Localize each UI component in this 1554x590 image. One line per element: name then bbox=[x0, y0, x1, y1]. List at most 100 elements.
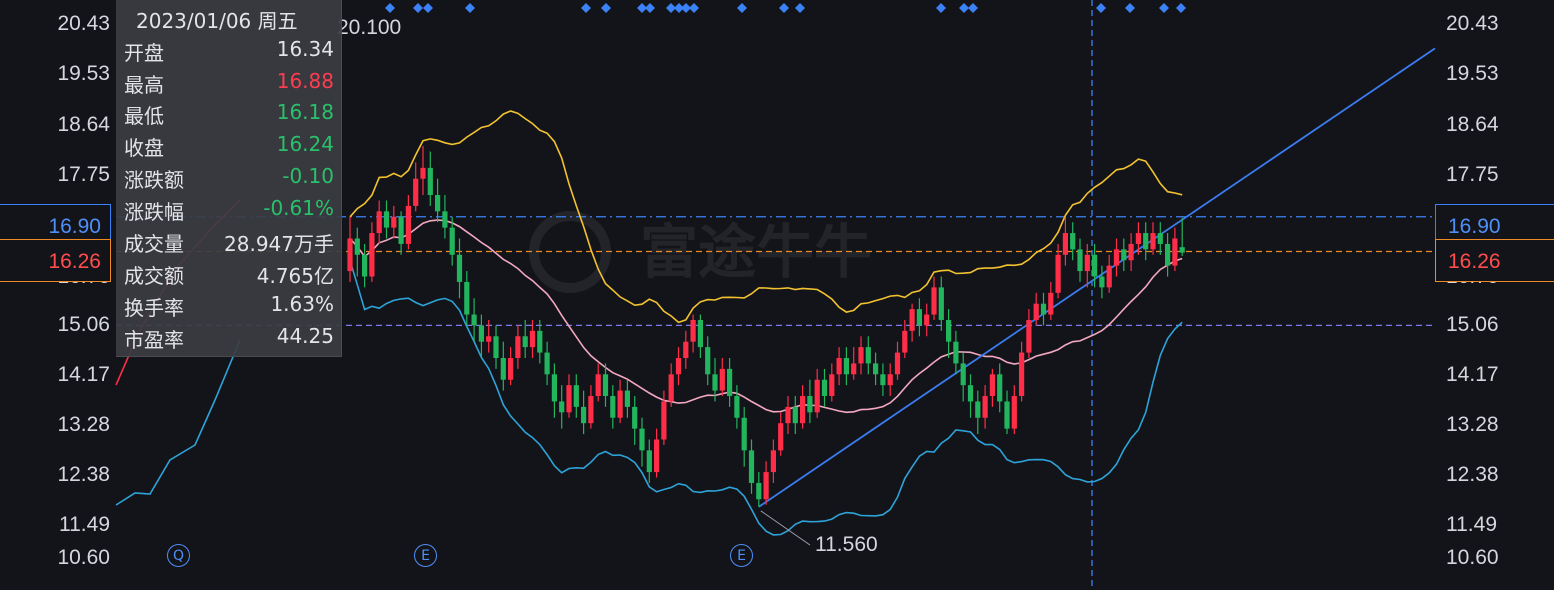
candle-body bbox=[1077, 249, 1083, 272]
candle-body bbox=[1092, 254, 1098, 277]
candle-body bbox=[529, 330, 536, 348]
signal-diamond-icon bbox=[1096, 3, 1106, 13]
candle-body bbox=[639, 428, 645, 451]
left-y-tick: 18.64 bbox=[57, 113, 110, 136]
left-y-tick: 17.75 bbox=[57, 163, 110, 186]
candle-body bbox=[705, 347, 711, 375]
tooltip-key: 最高 bbox=[124, 73, 164, 97]
tooltip-row-change: 涨跌额 -0.10 bbox=[124, 164, 334, 195]
tooltip-key: 最低 bbox=[124, 104, 164, 128]
tooltip-key: 市盈率 bbox=[124, 328, 184, 352]
left-y-tick: 15.06 bbox=[57, 313, 110, 336]
candle-body bbox=[989, 374, 995, 397]
left-y-tick: 19.53 bbox=[57, 62, 110, 85]
candle-body bbox=[1062, 233, 1068, 255]
candle-body bbox=[493, 336, 499, 359]
candle-body bbox=[1026, 319, 1032, 353]
signal-diamond-icon bbox=[681, 3, 691, 13]
tooltip-date: 2023/01/06 周五 bbox=[136, 9, 298, 33]
left-y-tick: 11.49 bbox=[59, 513, 110, 536]
candle-body bbox=[953, 341, 959, 364]
tooltip-row-pe: 市盈率 44.25 bbox=[124, 324, 334, 355]
candle-body bbox=[836, 358, 842, 375]
tooltip-key: 成交额 bbox=[124, 264, 184, 288]
tooltip-value: 16.88 bbox=[276, 69, 334, 93]
tooltip-value: 16.24 bbox=[276, 132, 334, 156]
candle-body bbox=[727, 368, 733, 397]
candle-body bbox=[873, 363, 879, 375]
candle-body bbox=[646, 450, 652, 473]
candle-body bbox=[1011, 396, 1017, 429]
candle-body bbox=[851, 363, 857, 375]
candle-body bbox=[668, 374, 674, 402]
candle-body bbox=[508, 358, 514, 380]
candle-body bbox=[785, 406, 791, 424]
candle-body bbox=[405, 205, 411, 244]
tooltip-row-turnover: 成交额 4.765亿 bbox=[124, 260, 334, 291]
candle-body bbox=[916, 309, 922, 326]
tooltip-key: 收盘 bbox=[124, 136, 164, 160]
candle-body bbox=[763, 472, 769, 500]
tooltip-key: 换手率 bbox=[124, 296, 184, 320]
bollinger-upper-line bbox=[349, 110, 1183, 324]
candle-body bbox=[398, 216, 404, 244]
left-y-tick: 12.38 bbox=[57, 463, 110, 486]
candle-body bbox=[602, 374, 609, 397]
right-y-tick: 18.64 bbox=[1446, 113, 1499, 136]
candle-body bbox=[464, 281, 470, 315]
candle-body bbox=[748, 450, 755, 483]
left-y-tick: 14.17 bbox=[57, 363, 110, 386]
tooltip-key: 涨跌额 bbox=[124, 168, 184, 192]
candle-body bbox=[413, 178, 419, 206]
tooltip-value: 28.947万手 bbox=[224, 232, 334, 256]
tooltip-value: 44.25 bbox=[276, 324, 334, 348]
candle-body bbox=[938, 287, 944, 320]
candle-body bbox=[1099, 276, 1105, 288]
signal-diamond-icon bbox=[674, 3, 684, 13]
candle-body bbox=[581, 406, 587, 424]
candle-body bbox=[1121, 249, 1127, 261]
earnings-event-marker-e[interactable]: E bbox=[414, 544, 437, 567]
signal-diamond-icon bbox=[385, 3, 395, 13]
candle-body bbox=[719, 368, 725, 391]
candle-body bbox=[712, 374, 718, 391]
candle-body bbox=[807, 396, 813, 413]
low-price-label: 11.560 bbox=[815, 533, 878, 556]
candle-body bbox=[559, 401, 565, 413]
earnings-event-marker-e[interactable]: E bbox=[730, 544, 753, 567]
candle-body bbox=[909, 309, 915, 331]
candle-body bbox=[449, 227, 455, 255]
tooltip-row-open: 开盘 16.34 bbox=[124, 37, 334, 68]
candle-body bbox=[770, 450, 776, 473]
candle-body bbox=[931, 287, 937, 315]
candle-body bbox=[829, 374, 835, 397]
candle-body bbox=[595, 374, 601, 397]
candle-body bbox=[427, 167, 433, 196]
right-y-tick: 20.43 bbox=[1446, 12, 1499, 35]
signal-diamond-icon bbox=[779, 3, 789, 13]
candle-body bbox=[946, 319, 952, 342]
volume-legend-strip bbox=[0, 577, 1554, 590]
candle-body bbox=[1179, 247, 1185, 253]
earnings-event-marker-q[interactable]: Q bbox=[167, 544, 190, 567]
candle-body bbox=[347, 238, 353, 272]
bollinger-middle-line bbox=[349, 219, 1183, 414]
candle-body bbox=[1150, 233, 1156, 250]
signal-diamond-icon bbox=[1125, 3, 1135, 13]
signal-diamond-icon bbox=[645, 3, 655, 13]
signal-diamond-icon bbox=[1176, 3, 1186, 13]
right-y-tick: 10.60 bbox=[1446, 546, 1499, 569]
candle-body bbox=[821, 379, 828, 397]
signal-diamond-icon bbox=[936, 3, 946, 13]
candle-body bbox=[500, 358, 506, 380]
candle-body bbox=[522, 336, 528, 348]
signal-diamond-icon bbox=[465, 3, 475, 13]
tooltip-row-volume: 成交量 28.947万手 bbox=[124, 228, 334, 259]
tooltip-value: -0.61% bbox=[263, 196, 334, 220]
candle-body bbox=[800, 396, 806, 424]
candle-body bbox=[902, 330, 908, 353]
tooltip-row-close: 收盘 16.24 bbox=[124, 132, 334, 163]
candle-body bbox=[1055, 254, 1061, 293]
candle-body bbox=[478, 325, 484, 342]
